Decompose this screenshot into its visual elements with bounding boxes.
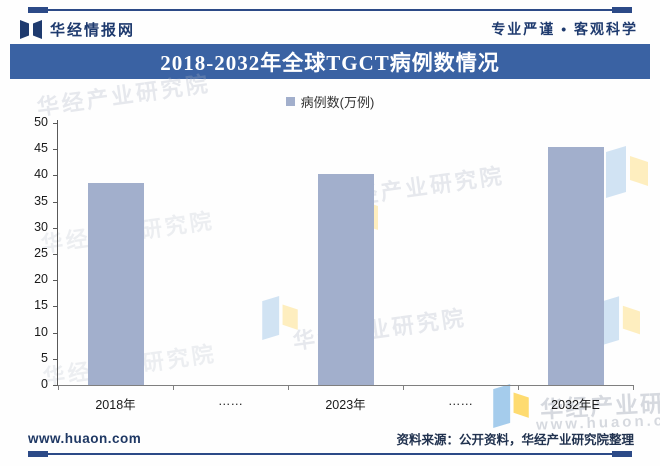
x-axis — [58, 385, 633, 386]
x-tick — [633, 385, 634, 390]
footer: www.huaon.com 资料来源：公开资料，华经产业研究院整理 — [28, 428, 634, 448]
legend: 病例数(万例) — [0, 92, 660, 111]
rule-cap-right — [612, 451, 632, 457]
y-tick — [53, 358, 58, 360]
bar-chart: 0 5 10 15 20 25 30 35 40 45 50 2018年 …… 2023年 …… 2032年E — [34, 115, 634, 412]
chart-title: 2018-2032年全球TGCT病例数情况 — [160, 50, 500, 75]
y-tick-label: 35 — [34, 193, 48, 208]
x-tick — [288, 385, 289, 390]
rule-line — [28, 9, 632, 11]
y-tick-label: 20 — [34, 272, 48, 287]
legend-swatch — [285, 97, 295, 106]
y-tick — [53, 332, 58, 334]
legend-label: 病例数(万例) — [300, 95, 375, 110]
y-tick-label: 40 — [34, 167, 48, 182]
x-tick-label: 2023年 — [325, 398, 366, 412]
rule-line — [28, 453, 632, 455]
y-tick — [53, 201, 58, 203]
y-tick-label: 15 — [34, 298, 48, 313]
y-tick — [53, 123, 58, 124]
y-tick — [53, 227, 58, 229]
chart-title-bar: 2018-2032年全球TGCT病例数情况 — [10, 44, 650, 79]
footer-url[interactable]: www.huaon.com — [28, 430, 142, 446]
brand-name: 华经情报网 — [50, 21, 136, 39]
bar-2018年[interactable] — [87, 182, 144, 385]
y-axis — [57, 120, 58, 386]
y-tick-label: 45 — [34, 141, 48, 156]
huajing-logo-icon — [20, 19, 42, 39]
footer-source: 资料来源：公开资料，华经产业研究院整理 — [396, 432, 634, 447]
header: 华经情报网 专业严谨 • 客观科学 — [20, 16, 638, 42]
y-tick — [53, 149, 58, 151]
x-tick — [518, 385, 519, 390]
top-rule — [28, 7, 632, 13]
x-tick-label: 2018年 — [95, 398, 136, 412]
x-tick — [173, 385, 174, 390]
y-tick — [53, 254, 58, 255]
brand: 华经情报网 — [20, 19, 135, 40]
y-tick-label: 25 — [34, 246, 48, 260]
y-tick — [53, 280, 58, 282]
rule-cap-right — [612, 7, 632, 13]
x-tick-label: …… — [218, 394, 243, 408]
x-tick-label: …… — [448, 394, 473, 408]
bar-2023年[interactable] — [317, 173, 374, 385]
bar-2032年E[interactable] — [547, 146, 604, 385]
y-tick — [53, 385, 58, 386]
x-tick — [403, 385, 404, 390]
y-tick-label: 10 — [34, 324, 48, 339]
y-tick-label: 5 — [41, 350, 48, 365]
y-tick — [53, 306, 58, 308]
watermark-logo-mark — [600, 296, 640, 346]
watermark-logo-mark — [606, 146, 648, 198]
y-tick-label: 50 — [34, 115, 48, 129]
x-tick — [58, 385, 59, 390]
y-tick — [53, 175, 58, 177]
watermark-logo-mark — [493, 384, 529, 428]
bottom-rule — [28, 451, 632, 457]
slogan: 专业严谨 • 客观科学 — [491, 21, 638, 37]
y-tick-label: 0 — [41, 377, 48, 391]
watermark-logo-mark — [262, 296, 298, 340]
y-tick-label: 30 — [34, 219, 48, 234]
x-tick-label: 2032年E — [551, 398, 600, 412]
